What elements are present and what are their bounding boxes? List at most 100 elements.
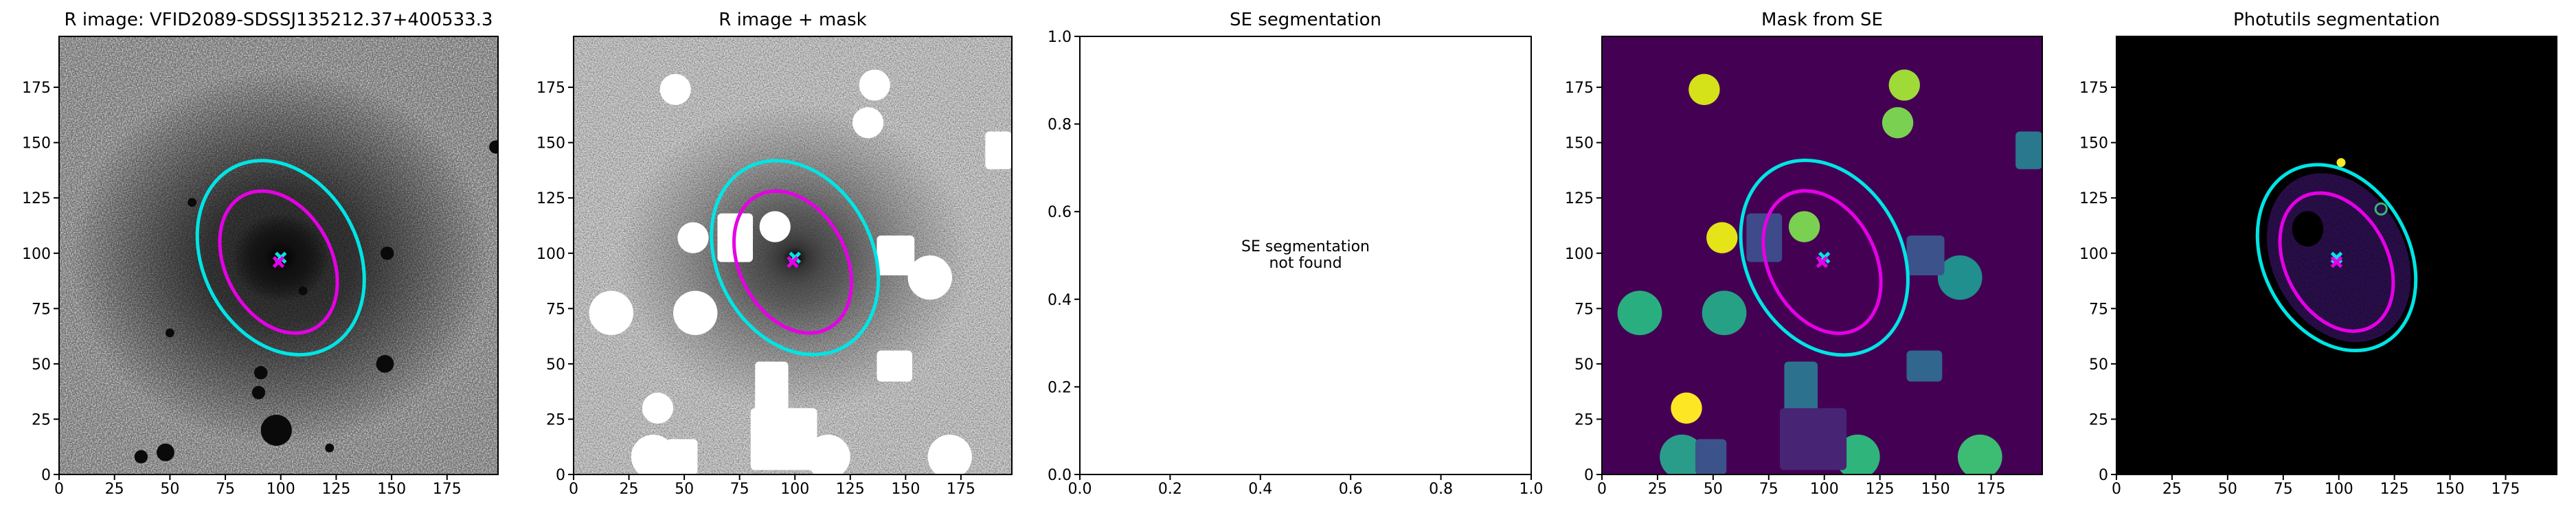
x-tick-label: 25 (105, 481, 124, 498)
x-tick-label: 0 (1597, 481, 1607, 498)
aperture (2278, 191, 2395, 333)
segment (1937, 255, 1982, 300)
mask-region (677, 222, 709, 253)
segment (2374, 202, 2388, 216)
x-tick-label: 125 (2380, 481, 2409, 498)
y-tick-label: 0.2 (1048, 379, 1072, 396)
hole (2292, 211, 2324, 247)
segment (1882, 107, 1914, 139)
image (1602, 36, 2042, 474)
y-tick-label: 75 (1574, 301, 1594, 318)
segment (2336, 158, 2346, 168)
mask-region (927, 435, 972, 474)
x-tick-label: 100 (1810, 481, 1839, 498)
mask-region (755, 361, 789, 415)
star (380, 247, 394, 260)
y-tick-label: 175 (22, 80, 51, 97)
aperture (1739, 158, 1910, 357)
image (574, 36, 1012, 474)
star (489, 140, 498, 154)
y-tick-label: 150 (1565, 135, 1594, 152)
mask-region (631, 435, 676, 474)
y-tick-label: 125 (1565, 190, 1594, 207)
segment (1617, 290, 1662, 336)
segment (1906, 236, 1945, 275)
panel-title: R image: VFID2089-SDSSJ135212.37+400533.… (65, 10, 493, 30)
mask-region (642, 392, 673, 424)
panel-title: R image + mask (719, 10, 867, 30)
x-tick-label: 0 (54, 481, 64, 498)
x-tick-label: 175 (433, 481, 462, 498)
y-tick-label: 175 (536, 80, 565, 97)
segment (1702, 290, 1747, 336)
y-tick-label: 100 (1565, 246, 1594, 263)
center-marker (2330, 255, 2343, 268)
x-tick-label: 175 (2492, 481, 2520, 498)
center-marker (787, 255, 799, 268)
mask-region (806, 435, 850, 474)
y-tick-label: 150 (2079, 135, 2108, 152)
y-tick-label: 150 (22, 135, 51, 152)
y-tick-label: 0 (2099, 467, 2108, 484)
mask-region (859, 69, 890, 101)
x-tick-label: 100 (780, 481, 809, 498)
image (59, 36, 498, 474)
x-tick-label: 1.0 (1519, 481, 1544, 498)
star (298, 286, 308, 296)
y-tick-label: 25 (2089, 411, 2108, 428)
y-tick-label: 150 (536, 135, 565, 152)
y-tick-label: 175 (1565, 80, 1594, 97)
segment (1835, 434, 1880, 474)
y-tick-label: 0.4 (1048, 292, 1072, 309)
mask-region (907, 255, 953, 300)
star (251, 386, 266, 400)
x-tick-label: 75 (1759, 481, 1778, 498)
y-tick-label: 50 (32, 356, 51, 374)
panel-title: Mask from SE (1761, 10, 1883, 30)
y-tick-label: 125 (536, 190, 565, 207)
star (260, 414, 292, 446)
segment (1706, 222, 1738, 253)
annotation: not found (1269, 255, 1342, 272)
x-tick-label: 125 (321, 481, 350, 498)
panel: Photutils segmentation 0 25 50 75 100 125 150 17… (2079, 10, 2557, 498)
segment (1688, 73, 1720, 105)
panel: R image + mask 0 25 50 75 100 125 150 175 0 25 50 75… (536, 10, 1013, 498)
y-tick-label: 125 (2079, 190, 2108, 207)
x-tick-label: 0.8 (1429, 481, 1453, 498)
star (188, 198, 197, 207)
star (254, 366, 268, 380)
mask-region (750, 408, 817, 470)
x-tick-label: 175 (1977, 481, 2006, 498)
x-tick-label: 175 (947, 481, 975, 498)
y-tick-label: 25 (1574, 411, 1594, 428)
mask-region (877, 350, 912, 382)
segment (1906, 350, 1943, 382)
y-tick-label: 50 (2089, 356, 2108, 374)
x-tick-label: 50 (160, 481, 179, 498)
segment (1779, 408, 1847, 470)
mask-region (877, 236, 915, 275)
y-tick-label: 0 (41, 467, 51, 484)
aperture (1761, 189, 1883, 335)
x-tick-label: 25 (2162, 481, 2182, 498)
x-tick-label: 0 (569, 481, 578, 498)
y-tick-label: 0.0 (1048, 467, 1072, 484)
y-tick-label: 1.0 (1048, 29, 1072, 46)
y-tick-label: 50 (1574, 356, 1594, 374)
segment (1784, 361, 1818, 415)
panel: R image: VFID2089-SDSSJ135212.37+400533.… (22, 10, 499, 498)
axes-frame (573, 36, 1013, 475)
x-tick-label: 100 (2325, 481, 2353, 498)
x-tick-label: 150 (1921, 481, 1950, 498)
center-marker (272, 255, 285, 268)
x-tick-label: 125 (1866, 481, 1895, 498)
x-tick-label: 125 (836, 481, 865, 498)
y-tick-label: 25 (32, 411, 51, 428)
panel: Mask from SE 0 25 50 75 100 125 150 175 0 25 50 75 10… (1565, 10, 2043, 498)
x-tick-label: 75 (730, 481, 749, 498)
x-tick-label: 0.2 (1158, 481, 1182, 498)
y-tick-label: 100 (22, 246, 51, 263)
x-tick-label: 0.0 (1068, 481, 1092, 498)
